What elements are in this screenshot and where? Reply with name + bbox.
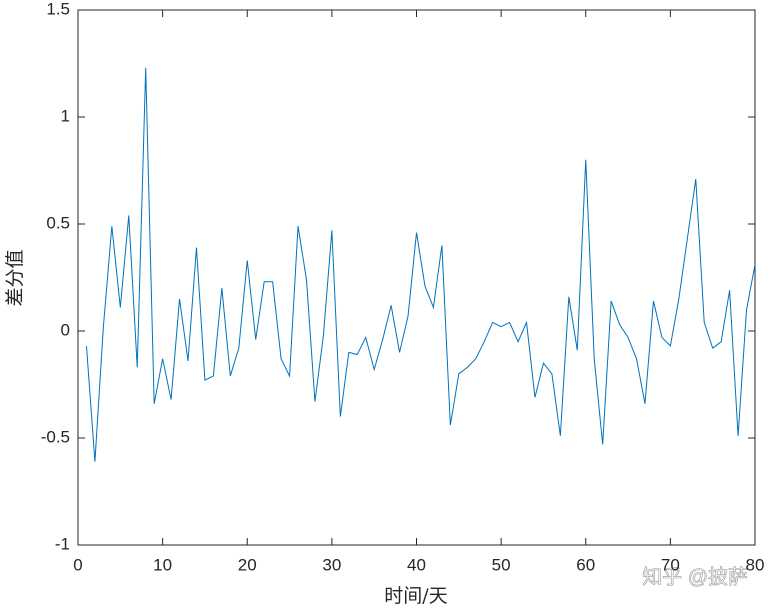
x-tick-label: 80 — [746, 555, 765, 574]
x-axis-label: 时间/天 — [384, 585, 447, 607]
plot-frame — [77, 9, 756, 546]
x-tick-label: 20 — [238, 555, 257, 574]
y-tick-label: 1.5 — [46, 0, 70, 18]
x-tick-label: 50 — [492, 555, 511, 574]
watermark: 知乎 @披萨 — [642, 565, 748, 588]
y-tick-label: 0.5 — [46, 213, 70, 232]
x-tick-label: 70 — [661, 555, 680, 574]
y-tick-label: 0 — [61, 320, 70, 339]
x-tick-label: 10 — [153, 555, 172, 574]
x-tick-label: 60 — [576, 555, 595, 574]
data-line — [85, 67, 756, 462]
x-tick-label: 0 — [73, 555, 82, 574]
y-tick-label: -0.5 — [41, 427, 70, 446]
y-axis-label: 差分值 — [4, 249, 26, 306]
y-tick-label: -1 — [55, 534, 70, 553]
x-tick-label: 40 — [407, 555, 426, 574]
y-tick-label: 1 — [61, 106, 70, 125]
x-tick-label: 30 — [322, 555, 341, 574]
